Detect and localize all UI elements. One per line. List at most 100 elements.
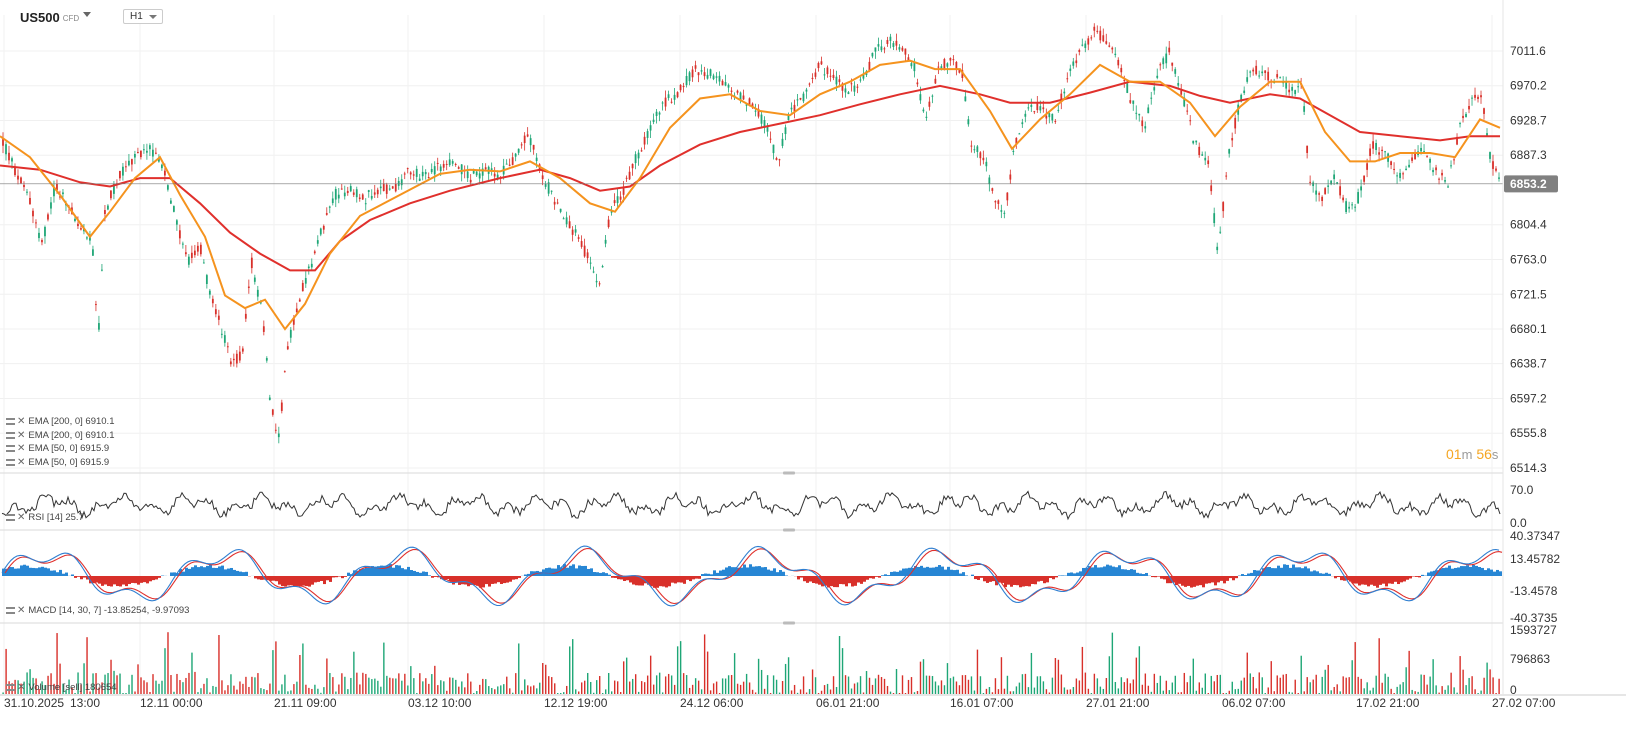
candle-body bbox=[1441, 172, 1443, 176]
indicator-legend-ema-200[interactable]: ✕ EMA [200, 0] 6910.1 bbox=[6, 430, 114, 441]
macd-hist-bar bbox=[1478, 567, 1481, 576]
macd-hist-bar bbox=[1169, 576, 1172, 584]
candle-body bbox=[1024, 113, 1027, 117]
macd-hist-bar bbox=[1385, 576, 1388, 587]
volume-bar bbox=[679, 641, 682, 694]
volume-bar bbox=[458, 686, 460, 694]
volume-bar bbox=[1342, 676, 1344, 694]
settings-icon[interactable] bbox=[6, 417, 15, 425]
macd-hist-bar bbox=[545, 568, 548, 576]
volume-bar bbox=[179, 680, 181, 694]
macd-hist-bar bbox=[437, 576, 440, 578]
macd-hist-bar bbox=[1055, 576, 1058, 578]
volume-bar bbox=[1252, 676, 1254, 694]
macd-hist-bar bbox=[464, 576, 467, 585]
indicator-legend-volume[interactable]: ✕ Volume [sell] 180654 bbox=[6, 682, 117, 693]
pane-resize-handle bbox=[783, 528, 795, 532]
volume-bar bbox=[1297, 693, 1299, 694]
volume-bar bbox=[655, 675, 658, 694]
volume-bar bbox=[1066, 689, 1069, 694]
candle-body bbox=[1462, 115, 1464, 119]
close-icon[interactable]: ✕ bbox=[17, 416, 26, 427]
volume-bar bbox=[491, 687, 493, 694]
candle-body bbox=[625, 177, 628, 179]
volume-bar bbox=[527, 685, 529, 694]
macd-hist-bar bbox=[284, 576, 287, 587]
macd-hist-bar bbox=[1421, 574, 1424, 576]
macd-hist-bar bbox=[1034, 576, 1037, 585]
volume-bar bbox=[554, 683, 556, 694]
timeframe-select[interactable]: H1 bbox=[123, 9, 163, 24]
macd-hist-bar bbox=[236, 570, 239, 576]
macd-hist-bar bbox=[746, 567, 749, 576]
candle-body bbox=[110, 190, 112, 199]
candle-body bbox=[511, 157, 514, 165]
volume-bar bbox=[1423, 674, 1425, 694]
indicator-legend-rsi[interactable]: ✕ RSI [14] 25.7 bbox=[6, 512, 84, 523]
settings-icon[interactable] bbox=[6, 513, 15, 521]
candle-body bbox=[1285, 81, 1288, 89]
volume-bar bbox=[808, 689, 811, 694]
volume-bar bbox=[1237, 688, 1239, 694]
macd-hist-bar bbox=[986, 576, 989, 583]
macd-hist-bar bbox=[866, 576, 869, 580]
close-icon[interactable]: ✕ bbox=[17, 512, 26, 523]
chevron-down-icon[interactable] bbox=[83, 12, 91, 17]
pane-separators[interactable] bbox=[0, 0, 1504, 694]
indicator-legend-ema-50[interactable]: ✕ EMA [50, 0] 6915.9 bbox=[6, 443, 109, 454]
settings-icon[interactable] bbox=[6, 606, 15, 614]
candle-body bbox=[283, 371, 286, 373]
close-icon[interactable]: ✕ bbox=[17, 457, 26, 468]
indicator-legend-ema-50[interactable]: ✕ EMA [50, 0] 6915.9 bbox=[6, 457, 109, 468]
instrument-selector[interactable]: US500 CFD bbox=[20, 10, 79, 25]
volume-bar bbox=[922, 659, 925, 694]
volume-bar bbox=[1429, 676, 1431, 694]
chart-grid bbox=[0, 15, 1503, 694]
settings-icon[interactable] bbox=[6, 458, 15, 466]
candle-body bbox=[643, 136, 646, 145]
close-icon[interactable]: ✕ bbox=[17, 605, 26, 616]
volume-bar bbox=[140, 677, 142, 694]
candle-body bbox=[862, 73, 865, 79]
settings-icon[interactable] bbox=[6, 431, 15, 439]
close-icon[interactable]: ✕ bbox=[17, 430, 26, 441]
candle-body bbox=[493, 173, 496, 177]
candle-body bbox=[122, 166, 124, 176]
candle-body bbox=[1342, 197, 1345, 201]
candle-body bbox=[1096, 30, 1099, 32]
volume-bar bbox=[488, 686, 490, 694]
volume-bar bbox=[254, 677, 256, 694]
indicator-legend-ema-200[interactable]: ✕ EMA [200, 0] 6910.1 bbox=[6, 416, 114, 427]
close-icon[interactable]: ✕ bbox=[17, 682, 26, 693]
volume-bar bbox=[1432, 659, 1434, 694]
price-axis-label: 6555.8 bbox=[1510, 426, 1547, 440]
candle-body bbox=[796, 99, 799, 101]
macd-hist-bar bbox=[371, 566, 374, 576]
volume-bar bbox=[287, 691, 289, 694]
indicator-legend-macd[interactable]: ✕ MACD [14, 30, 7] -13.85254, -9.97093 bbox=[6, 605, 189, 616]
macd-hist-bar bbox=[566, 567, 569, 576]
macd-hist-bar bbox=[224, 569, 227, 576]
price-axis-label: 6680.1 bbox=[1510, 322, 1547, 336]
close-icon[interactable]: ✕ bbox=[17, 443, 26, 454]
volume-bar bbox=[1153, 673, 1156, 694]
candle-body bbox=[775, 158, 778, 160]
macd-hist-bar bbox=[1175, 576, 1178, 586]
macd-hist-bar bbox=[890, 571, 893, 576]
settings-icon[interactable] bbox=[6, 683, 15, 691]
macd-hist-bar bbox=[59, 569, 62, 576]
volume-bar bbox=[227, 685, 229, 694]
volume-bar bbox=[1288, 691, 1290, 694]
volume-bar bbox=[892, 693, 895, 694]
volume-bar bbox=[170, 675, 172, 694]
macd-hist-bar bbox=[506, 576, 509, 583]
macd-hist-bar bbox=[950, 569, 953, 576]
candle-body bbox=[1324, 188, 1327, 195]
volume-bar bbox=[718, 693, 721, 694]
volume-bar bbox=[251, 676, 253, 694]
volume-bar bbox=[329, 673, 331, 694]
macd-hist-bar bbox=[725, 567, 728, 576]
candle-body bbox=[20, 177, 22, 184]
settings-icon[interactable] bbox=[6, 444, 15, 452]
